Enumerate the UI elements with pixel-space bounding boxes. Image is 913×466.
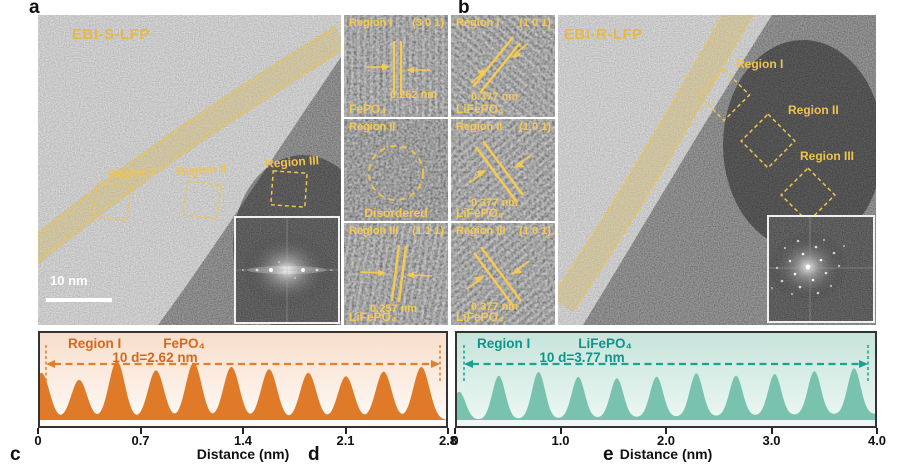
region-3-label-b: Region III xyxy=(800,149,854,163)
inset-region-label: Region I xyxy=(349,17,393,29)
x-tick: 0 xyxy=(34,433,42,448)
tem-a-graphic xyxy=(38,15,341,325)
profile-plot-e xyxy=(457,333,875,426)
coating-layer-band xyxy=(558,15,753,313)
profile-region-label: Region I xyxy=(68,336,122,351)
panel-letter-a: a xyxy=(29,0,40,18)
coating-band-edge xyxy=(38,49,341,263)
region-2-box xyxy=(181,179,223,221)
panel-letter-e: e xyxy=(603,444,614,465)
inset-plane-label: (1 0 1) xyxy=(519,121,551,133)
tem-image-ebi-r-lfp: EBI-R-LFP Region I Region II Region III xyxy=(558,15,876,325)
inset-plane-label: (1 0 1) xyxy=(519,225,551,237)
coating-band-edge xyxy=(574,15,754,310)
sample-title-b: EBI-R-LFP xyxy=(564,26,643,43)
inset-spacing-label: 0.262 nm xyxy=(390,89,438,101)
tem-b-graphic xyxy=(558,15,876,325)
inset-phase-label: LiFePO₄ xyxy=(456,102,504,116)
fft-inset-b xyxy=(767,215,875,323)
x-tick: 2.1 xyxy=(336,433,355,448)
x-tick: 3.0 xyxy=(762,433,781,448)
inset-a-region2: Region II Disordered xyxy=(344,119,448,221)
profile-phase-label: LiFePO₄ xyxy=(578,336,632,351)
inset-region-label: Region II xyxy=(456,121,503,133)
inset-spacing-label: 0.377 nm xyxy=(471,197,519,209)
lattice-spacing-annotation xyxy=(468,140,532,202)
inset-b-region2: Region II (1 0 1) 0.377 nm LiFePO₄ xyxy=(451,119,555,221)
disordered-circle xyxy=(368,145,424,201)
profile-spacing-annotation: 10 d=2.62 nm xyxy=(112,350,198,365)
inset-spacing-label: 0.377 nm xyxy=(471,301,519,313)
inset-phase-label: LiFePO₄ xyxy=(349,310,397,324)
lattice-spacing-annotation xyxy=(366,41,430,95)
inset-a-region1: Region I (3 0 1) 0.262 nm FePO₄ xyxy=(344,15,448,117)
inset-phase-label: LiFePO₄ xyxy=(456,310,504,324)
x-axis-title-c: Distance (nm) xyxy=(196,446,290,462)
region-2-label-b: Region II xyxy=(788,103,839,117)
coating-band-edge xyxy=(38,23,341,237)
profile-phase-label: FePO₄ xyxy=(163,336,205,351)
intensity-profile-panel-e: Region I LiFePO₄ 10 d=3.77 nm xyxy=(455,331,877,428)
inset-b-region3: Region III (1 0 1) 0.377 nm LiFePO₄ xyxy=(451,223,555,325)
panel-letter-c: c xyxy=(10,444,21,465)
fft-inset-a xyxy=(234,216,340,324)
scale-bar xyxy=(46,298,112,302)
profile-region-label: Region I xyxy=(477,336,531,351)
inset-a-region3: Region III (1 1 1) 0.257 nm LiFePO₄ xyxy=(344,223,448,325)
profile-plot-c xyxy=(40,333,446,426)
inset-region-label: Region II xyxy=(349,121,396,133)
inset-region-label: Region I xyxy=(456,17,500,29)
region-3-box xyxy=(270,170,308,208)
span-arrow-e xyxy=(463,345,869,383)
inset-spacing-label: 0.377 nm xyxy=(471,91,519,103)
x-axis-c: 0 0.7 1.4 2.1 2.8 Distance (nm) xyxy=(34,428,457,464)
x-tick: 0.7 xyxy=(131,433,150,448)
inset-phase-label: LiFePO₄ xyxy=(456,206,504,220)
inset-plane-label: (1 1 1) xyxy=(412,225,444,237)
coating-layer-band xyxy=(38,25,341,266)
x-tick: 2.8 xyxy=(438,433,458,448)
x-tick: 4.0 xyxy=(867,433,887,448)
lattice-spacing-annotation xyxy=(359,244,433,303)
coating-band-edge xyxy=(558,15,724,290)
x-axis-e: 0 1.0 2.0 3.0 4.0 Distance (nm) xyxy=(451,428,886,464)
scale-bar-label: 10 nm xyxy=(50,273,88,288)
x-axis-title-e: Distance (nm) xyxy=(619,446,713,462)
tem-image-ebi-s-lfp: EBI-S-LFP Region I Region II Region III … xyxy=(38,15,341,325)
inset-region-label: Region III xyxy=(349,225,399,237)
x-tick: 2.0 xyxy=(656,433,676,448)
region-1-label-b: Region I xyxy=(736,57,784,71)
region-1-box xyxy=(91,181,133,223)
x-tick: 1.4 xyxy=(233,433,253,448)
lattice-spacing-annotation xyxy=(470,36,528,94)
profile-area xyxy=(457,368,875,420)
inset-b-region1: Region I (1 0 1) 0.377 nm LiFePO₄ xyxy=(451,15,555,117)
fft-spots xyxy=(770,238,846,296)
fft-spots xyxy=(242,261,332,279)
inset-plane-label: (3 0 1) xyxy=(412,17,444,29)
inset-phase-label: FePO₄ xyxy=(349,102,387,116)
dark-shading xyxy=(723,40,876,250)
sample-title-a: EBI-S-LFP xyxy=(72,26,150,43)
x-tick: 0 xyxy=(451,433,459,448)
panel-letter-d: d xyxy=(308,444,320,465)
x-tick: 1.0 xyxy=(551,433,570,448)
inset-region-label: Region III xyxy=(456,225,506,237)
inset-spacing-label: 0.257 nm xyxy=(370,303,418,315)
inset-phase-label: Disordered xyxy=(364,206,428,220)
intensity-profile-panel-c: Region I FePO₄ 10 d=2.62 nm xyxy=(38,331,448,428)
inset-plane-label: (1 0 1) xyxy=(519,17,551,29)
profile-spacing-annotation: 10 d=3.77 nm xyxy=(539,350,625,365)
region-1-box xyxy=(697,68,751,122)
lattice-spacing-annotation xyxy=(466,246,530,308)
profile-area xyxy=(40,361,446,420)
panel-letter-b: b xyxy=(458,0,470,18)
